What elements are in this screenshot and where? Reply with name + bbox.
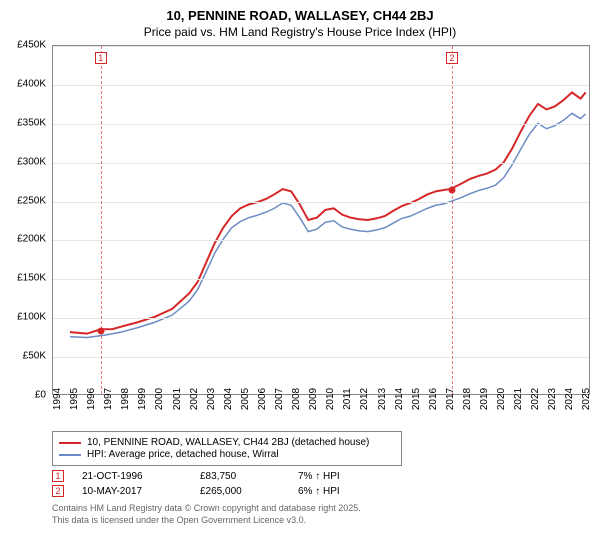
legend-swatch — [59, 454, 81, 456]
series-line — [70, 113, 586, 337]
sale-delta: 6% ↑ HPI — [298, 486, 340, 497]
y-tick-label: £350K — [10, 117, 50, 128]
footer-attribution: Contains HM Land Registry data © Crown c… — [52, 503, 590, 526]
sale-marker-box: 1 — [95, 52, 107, 64]
sale-dot — [448, 186, 455, 193]
y-tick-label: £0 — [10, 390, 50, 401]
legend-swatch — [59, 442, 81, 444]
chart-title: 10, PENNINE ROAD, WALLASEY, CH44 2BJ — [10, 8, 590, 23]
sale-row: 1 21-OCT-1996 £83,750 7% ↑ HPI — [52, 470, 590, 482]
legend: 10, PENNINE ROAD, WALLASEY, CH44 2BJ (de… — [52, 431, 402, 466]
gridline — [53, 318, 589, 319]
gridline — [53, 46, 589, 47]
legend-label: HPI: Average price, detached house, Wirr… — [87, 449, 279, 460]
sale-vertical-line — [452, 46, 453, 394]
sale-date: 21-OCT-1996 — [82, 471, 182, 482]
legend-row: HPI: Average price, detached house, Wirr… — [59, 449, 395, 460]
y-tick-label: £100K — [10, 312, 50, 323]
x-tick-label: 2025 — [581, 388, 600, 410]
line-series — [53, 46, 589, 394]
gridline — [53, 85, 589, 86]
gridline — [53, 202, 589, 203]
sale-row: 2 10-MAY-2017 £265,000 6% ↑ HPI — [52, 485, 590, 497]
y-tick-label: £300K — [10, 156, 50, 167]
y-tick-label: £200K — [10, 234, 50, 245]
gridline — [53, 279, 589, 280]
sale-price: £83,750 — [200, 471, 280, 482]
gridline — [53, 124, 589, 125]
gridline — [53, 240, 589, 241]
sale-price: £265,000 — [200, 486, 280, 497]
y-tick-label: £50K — [10, 351, 50, 362]
y-tick-label: £400K — [10, 78, 50, 89]
sales-table: 1 21-OCT-1996 £83,750 7% ↑ HPI 2 10-MAY-2017 £… — [52, 470, 590, 497]
sale-delta: 7% ↑ HPI — [298, 471, 340, 482]
sale-index-box: 2 — [52, 485, 64, 497]
x-axis: 1994199519961997199819992000200120022003… — [52, 395, 590, 425]
series-line — [70, 92, 586, 333]
sale-vertical-line — [101, 46, 102, 394]
legend-row: 10, PENNINE ROAD, WALLASEY, CH44 2BJ (de… — [59, 437, 395, 448]
y-axis: £0£50K£100K£150K£200K£250K£300K£350K£400… — [10, 45, 50, 395]
y-tick-label: £450K — [10, 40, 50, 51]
gridline — [53, 357, 589, 358]
legend-label: 10, PENNINE ROAD, WALLASEY, CH44 2BJ (de… — [87, 437, 369, 448]
sale-dot — [97, 327, 104, 334]
chart-subtitle: Price paid vs. HM Land Registry's House … — [10, 25, 590, 39]
plot-area: 12 — [52, 45, 590, 395]
sale-date: 10-MAY-2017 — [82, 486, 182, 497]
sale-index-box: 1 — [52, 470, 64, 482]
footer-line-1: Contains HM Land Registry data © Crown c… — [52, 503, 590, 515]
footer-line-2: This data is licensed under the Open Gov… — [52, 515, 590, 527]
y-tick-label: £150K — [10, 273, 50, 284]
sale-marker-box: 2 — [446, 52, 458, 64]
gridline — [53, 163, 589, 164]
chart-area: £0 £50K £100K £150K £200K £250K £300K £350K £400… — [10, 45, 590, 425]
y-tick-label: £250K — [10, 195, 50, 206]
